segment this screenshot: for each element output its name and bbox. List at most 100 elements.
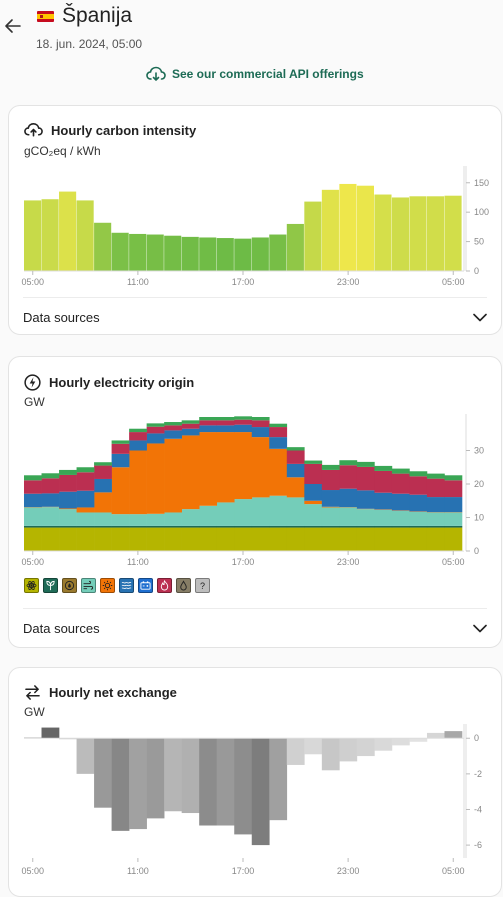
origin-solar-segment[interactable] (112, 467, 130, 514)
origin-biomass-segment[interactable] (269, 526, 287, 528)
origin-hydro-segment[interactable] (252, 427, 270, 437)
exchange-bar[interactable] (287, 738, 305, 765)
origin-solar-segment[interactable] (199, 432, 217, 506)
origin-wind-segment[interactable] (427, 512, 445, 525)
origin-solar-segment[interactable] (77, 507, 95, 512)
coal-icon[interactable] (157, 578, 172, 593)
exchange-bar[interactable] (217, 738, 235, 825)
origin-other-segment[interactable] (287, 447, 305, 450)
origin-other-segment[interactable] (94, 462, 112, 465)
carbon-bar[interactable] (217, 238, 234, 271)
carbon-bar[interactable] (444, 196, 461, 271)
origin-solar-segment[interactable] (59, 508, 77, 509)
origin-biomass-segment[interactable] (147, 526, 165, 528)
origin-hydro-segment[interactable] (112, 454, 130, 467)
origin-biomass-segment[interactable] (392, 526, 410, 528)
origin-other-segment[interactable] (147, 423, 165, 426)
carbon-bar[interactable] (427, 196, 444, 271)
origin-wind-segment[interactable] (304, 504, 322, 526)
origin-hydro-segment[interactable] (304, 484, 322, 501)
origin-other-segment[interactable] (59, 470, 77, 475)
origin-biomass-segment[interactable] (112, 526, 130, 528)
origin-other-segment[interactable] (444, 475, 462, 480)
origin-gas-segment[interactable] (392, 474, 410, 494)
exchange-bar[interactable] (182, 738, 200, 813)
origin-solar-segment[interactable] (182, 435, 200, 509)
origin-nuclear-segment[interactable] (304, 528, 322, 551)
hydro-icon[interactable] (62, 578, 77, 593)
origin-gas-segment[interactable] (217, 420, 235, 425)
origin-biomass-segment[interactable] (252, 526, 270, 528)
carbon-bar[interactable] (304, 202, 321, 271)
origin-gas-segment[interactable] (339, 465, 357, 488)
origin-biomass-segment[interactable] (217, 526, 235, 528)
origin-wind-segment[interactable] (147, 514, 165, 526)
origin-other-segment[interactable] (374, 466, 392, 471)
origin-nuclear-segment[interactable] (24, 528, 42, 551)
origin-wind-segment[interactable] (182, 509, 200, 526)
origin-nuclear-segment[interactable] (59, 528, 77, 551)
origin-nuclear-segment[interactable] (444, 528, 462, 551)
origin-hydro-segment[interactable] (77, 491, 95, 508)
origin-hydro-segment[interactable] (392, 494, 410, 511)
origin-biomass-segment[interactable] (304, 526, 322, 528)
origin-wind-segment[interactable] (112, 514, 130, 526)
origin-gas-segment[interactable] (24, 480, 42, 493)
gas-icon[interactable] (119, 578, 134, 593)
carbon-bar[interactable] (287, 224, 304, 271)
exchange-bar[interactable] (322, 738, 340, 770)
exchange-bar[interactable] (252, 738, 270, 845)
exchange-bar[interactable] (112, 738, 130, 831)
origin-other-segment[interactable] (304, 461, 322, 464)
origin-other-segment[interactable] (199, 417, 217, 420)
origin-hydro-segment[interactable] (357, 490, 375, 508)
origin-gas-segment[interactable] (234, 420, 252, 425)
origin-gas-segment[interactable] (357, 467, 375, 490)
origin-other-segment[interactable] (42, 473, 60, 478)
carbon-bar[interactable] (147, 235, 164, 271)
origin-other-segment[interactable] (339, 460, 357, 465)
origin-gas-segment[interactable] (147, 427, 165, 434)
origin-solar-segment[interactable] (164, 439, 182, 513)
origin-nuclear-segment[interactable] (322, 528, 340, 551)
origin-solar-segment[interactable] (304, 501, 322, 504)
origin-other-segment[interactable] (234, 416, 252, 419)
origin-hydro-segment[interactable] (164, 430, 182, 438)
origin-wind-segment[interactable] (129, 514, 147, 526)
origin-biomass-segment[interactable] (42, 526, 60, 528)
carbon-bar[interactable] (164, 236, 181, 271)
origin-nuclear-segment[interactable] (392, 528, 410, 551)
origin-other-segment[interactable] (182, 420, 200, 423)
origin-wind-segment[interactable] (199, 506, 217, 526)
origin-solar-segment[interactable] (269, 449, 287, 496)
origin-hydro-segment[interactable] (444, 497, 462, 512)
carbon-bar[interactable] (252, 237, 269, 271)
carbon-bar[interactable] (409, 196, 426, 271)
origin-wind-segment[interactable] (59, 509, 77, 526)
origin-gas-segment[interactable] (164, 425, 182, 430)
origin-solar-segment[interactable] (252, 437, 270, 497)
origin-hydro-segment[interactable] (147, 433, 165, 443)
origin-nuclear-segment[interactable] (409, 528, 427, 551)
origin-other-segment[interactable] (217, 417, 235, 420)
exchange-bar[interactable] (269, 738, 287, 820)
origin-other-segment[interactable] (392, 469, 410, 474)
origin-gas-segment[interactable] (287, 451, 305, 464)
origin-other-segment[interactable] (427, 474, 445, 479)
biomass-icon[interactable] (43, 578, 58, 593)
origin-biomass-segment[interactable] (182, 526, 200, 528)
carbon-bar[interactable] (339, 184, 356, 271)
carbon-bar[interactable] (24, 200, 41, 271)
origin-hydro-segment[interactable] (339, 489, 357, 507)
origin-gas-segment[interactable] (42, 478, 60, 493)
origin-nuclear-segment[interactable] (287, 528, 305, 551)
origin-biomass-segment[interactable] (77, 526, 95, 528)
origin-hydro-segment[interactable] (217, 425, 235, 432)
origin-wind-segment[interactable] (287, 497, 305, 525)
exchange-bar[interactable] (339, 738, 357, 761)
carbon-bar[interactable] (77, 200, 94, 271)
origin-solar-segment[interactable] (234, 432, 252, 499)
origin-hydro-segment[interactable] (374, 493, 392, 510)
origin-other-segment[interactable] (409, 471, 427, 476)
origin-nuclear-segment[interactable] (129, 528, 147, 551)
